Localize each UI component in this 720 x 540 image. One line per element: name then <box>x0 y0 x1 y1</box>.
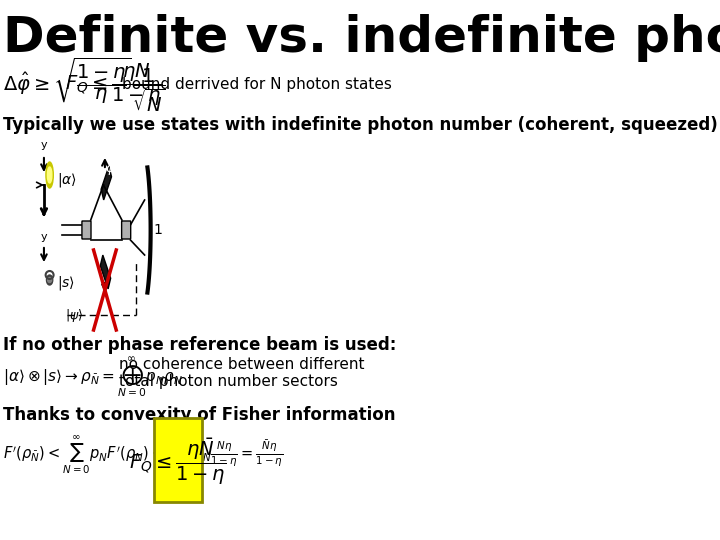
Circle shape <box>46 162 53 188</box>
Text: y: y <box>40 232 48 242</box>
Bar <box>100 255 111 289</box>
Ellipse shape <box>47 275 53 285</box>
Text: $|\alpha\rangle$: $|\alpha\rangle$ <box>57 171 77 189</box>
Text: no coherence between different
total photon number sectors: no coherence between different total pho… <box>119 357 364 389</box>
Text: $\Delta\hat{\varphi} \geq \sqrt{\dfrac{1-\eta}{\eta}}\,\dfrac{1}{\sqrt{N}}$: $\Delta\hat{\varphi} \geq \sqrt{\dfrac{1… <box>3 56 166 114</box>
Text: $|s\rangle$: $|s\rangle$ <box>57 274 75 292</box>
Circle shape <box>48 167 52 183</box>
FancyBboxPatch shape <box>82 221 91 239</box>
Text: $F_Q \leq \dfrac{\eta N}{1-\eta}$: $F_Q \leq \dfrac{\eta N}{1-\eta}$ <box>66 62 162 108</box>
Bar <box>101 166 112 200</box>
Text: $F'(\rho_{\bar{N}}) < \sum_{N=0}^{\infty} p_N F'(\rho_N) < \sum_{N=0}^{\infty} p: $F'(\rho_{\bar{N}}) < \sum_{N=0}^{\infty… <box>3 434 283 476</box>
Text: $\varphi$: $\varphi$ <box>105 163 115 177</box>
Text: Typically we use states with indefinite photon number (coherent, squeezed): Typically we use states with indefinite … <box>3 116 718 134</box>
Text: Thanks to convexity of Fisher information: Thanks to convexity of Fisher informatio… <box>3 406 395 424</box>
Text: y: y <box>40 140 48 150</box>
Text: $F_Q \leq \dfrac{\eta\bar{N}}{1-\eta}$: $F_Q \leq \dfrac{\eta\bar{N}}{1-\eta}$ <box>130 437 227 487</box>
FancyBboxPatch shape <box>122 221 131 239</box>
Text: $|\alpha\rangle \otimes |s\rangle \rightarrow \rho_{\bar{N}} = \bigoplus_{N=0}^{: $|\alpha\rangle \otimes |s\rangle \right… <box>3 356 183 400</box>
Text: $|\psi\rangle$: $|\psi\rangle$ <box>66 307 84 323</box>
Text: 1: 1 <box>153 223 162 237</box>
FancyBboxPatch shape <box>154 418 202 502</box>
Text: bound derrived for N photon states: bound derrived for N photon states <box>122 78 392 92</box>
Ellipse shape <box>48 278 52 282</box>
Text: Definite vs. indefinite photon number: Definite vs. indefinite photon number <box>3 14 720 62</box>
Text: If no other phase reference beam is used:: If no other phase reference beam is used… <box>3 336 396 354</box>
